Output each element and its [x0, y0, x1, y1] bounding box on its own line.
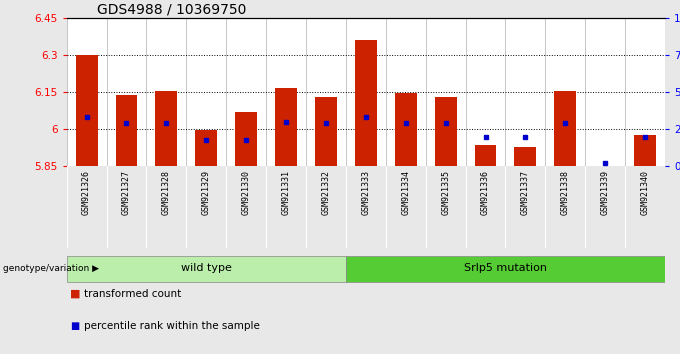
- Text: genotype/variation ▶: genotype/variation ▶: [3, 264, 99, 273]
- FancyBboxPatch shape: [67, 256, 346, 282]
- Text: GSM921335: GSM921335: [441, 170, 450, 216]
- Text: ■: ■: [70, 321, 80, 331]
- Text: GSM921331: GSM921331: [282, 170, 290, 216]
- Text: GSM921332: GSM921332: [322, 170, 330, 216]
- Bar: [315, 97, 337, 166]
- Text: GSM921329: GSM921329: [202, 170, 211, 216]
- Bar: [395, 93, 417, 166]
- Text: GDS4988 / 10369750: GDS4988 / 10369750: [97, 2, 246, 17]
- Bar: [554, 91, 576, 166]
- Text: GSM921339: GSM921339: [600, 170, 610, 216]
- Bar: [515, 147, 537, 166]
- Text: GSM921336: GSM921336: [481, 170, 490, 216]
- Bar: [195, 131, 217, 166]
- Text: GSM921330: GSM921330: [241, 170, 251, 216]
- Bar: [156, 91, 177, 166]
- Bar: [475, 145, 496, 166]
- Text: GSM921338: GSM921338: [561, 170, 570, 216]
- Text: GSM921328: GSM921328: [162, 170, 171, 216]
- Bar: [235, 112, 257, 166]
- Text: Srlp5 mutation: Srlp5 mutation: [464, 263, 547, 274]
- Text: GSM921337: GSM921337: [521, 170, 530, 216]
- Bar: [634, 136, 656, 166]
- Text: GSM921333: GSM921333: [361, 170, 371, 216]
- Text: ■: ■: [70, 289, 80, 299]
- Text: transformed count: transformed count: [84, 289, 181, 299]
- Text: GSM921334: GSM921334: [401, 170, 410, 216]
- Bar: [75, 55, 97, 166]
- Bar: [355, 40, 377, 166]
- Text: percentile rank within the sample: percentile rank within the sample: [84, 321, 260, 331]
- Text: GSM921340: GSM921340: [641, 170, 649, 216]
- Bar: [594, 166, 616, 169]
- Text: wild type: wild type: [181, 263, 232, 274]
- Text: GSM921327: GSM921327: [122, 170, 131, 216]
- Bar: [435, 97, 456, 166]
- Text: GSM921326: GSM921326: [82, 170, 91, 216]
- Bar: [116, 95, 137, 166]
- FancyBboxPatch shape: [346, 256, 665, 282]
- Bar: [275, 88, 297, 166]
